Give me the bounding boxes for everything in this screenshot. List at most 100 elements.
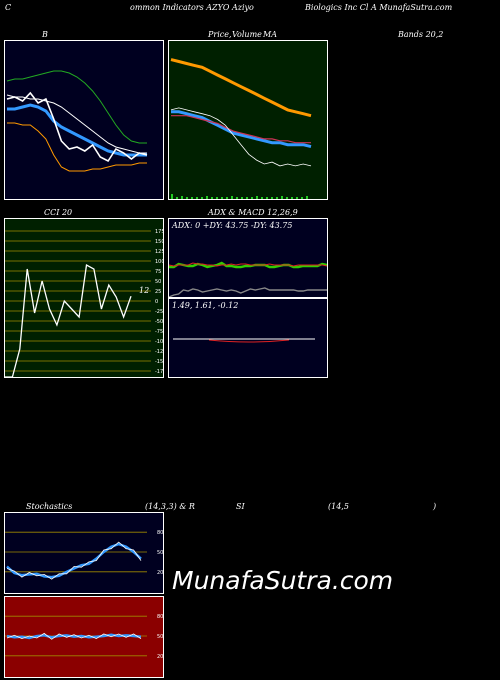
volume-bar <box>266 197 268 199</box>
volume-bar <box>171 194 173 199</box>
stoch-tick-label: 20 <box>157 570 163 576</box>
price-title: Price, <box>208 30 232 39</box>
adx-plus-line <box>169 261 327 269</box>
cci-chart: 175 150 125 100 75 50 25 0 -25 -50 -75 -100 -125 -150… <box>5 229 163 377</box>
price-ma-chart <box>170 58 312 199</box>
price-ma-red-line <box>171 115 311 144</box>
stoch-title: Stochastics <box>26 502 73 511</box>
cci-tick-label: 75 <box>155 269 161 275</box>
volume-bar <box>181 196 183 199</box>
stoch-signal-line <box>6 541 142 580</box>
volume-bar <box>261 197 263 199</box>
volume-bar <box>231 196 233 199</box>
volume-bar <box>236 197 238 199</box>
volume-bar <box>256 196 258 199</box>
cci-tick-label: 175 <box>155 229 163 235</box>
rsi-signal-line <box>6 632 142 640</box>
bollinger-upper-band <box>6 70 147 144</box>
cci-tick-label: 50 <box>155 279 161 285</box>
rsi-tick-label: 50 <box>157 634 163 640</box>
adx-panel: ADX: 0 +DY: 43.75 -DY: 43.75 <box>168 218 328 298</box>
rsi-panel: 80 50 20 <box>4 596 164 678</box>
cci-tick-label: 0 <box>155 299 158 305</box>
volume-bar <box>296 197 298 199</box>
ma-title: MA <box>263 30 277 39</box>
stoch-tick-label: 80 <box>157 530 163 536</box>
stoch-params: (14,3,3) & R <box>145 502 195 511</box>
adx-values: ADX: 0 +DY: 43.75 -DY: 43.75 <box>172 221 293 230</box>
bollinger-lower-band <box>7 122 147 172</box>
volume-bar <box>226 197 228 199</box>
adx-minus-line <box>169 262 327 267</box>
macd-chart <box>173 338 315 343</box>
volume-title: Volume <box>232 30 262 39</box>
adx-chart <box>169 261 327 297</box>
cci-tick-label: 150 <box>155 239 163 245</box>
volume-bar <box>286 197 288 199</box>
header-right: Biologics Inc Cl A MunafaSutra.com <box>305 3 453 12</box>
rsi-tick-label: 80 <box>157 614 163 620</box>
volume-bar <box>216 197 218 199</box>
bollinger-price-line <box>6 91 148 163</box>
price-ma-blue-line <box>171 110 312 149</box>
bollinger-ma-line <box>6 94 147 154</box>
watermark: MunafaSutra.com <box>172 566 394 595</box>
volume-bar <box>206 196 208 199</box>
macd-panel: 1.49, 1.61, -0.12 <box>168 298 328 378</box>
bands-title: Bands 20,2 <box>398 30 444 39</box>
rsi-chart: 80 50 20 <box>5 614 163 660</box>
volume-bar <box>251 197 253 199</box>
volume-bar <box>276 197 278 199</box>
bollinger-title: B <box>42 30 48 39</box>
cci-tick-label: -125 <box>155 349 163 355</box>
si-title: SI <box>236 502 245 511</box>
stoch-chart: 80 50 20 <box>5 530 163 580</box>
cci-tick-label: -25 <box>155 309 163 315</box>
macd-values: 1.49, 1.61, -0.12 <box>172 301 239 310</box>
rsi-line <box>6 633 142 640</box>
cci-tick-label: -75 <box>155 329 163 335</box>
cci-last-value: 12 <box>139 286 150 295</box>
cci-tick-label: -50 <box>155 319 163 325</box>
volume-bar <box>196 197 198 199</box>
bollinger-mid-line <box>7 103 147 157</box>
volume-bar <box>191 197 193 199</box>
stoch-tick-label: 50 <box>157 550 163 556</box>
cci-tick-label: -150 <box>155 359 163 365</box>
volume-bar <box>201 197 203 199</box>
macd-signal-line <box>208 339 290 343</box>
volume-bar <box>221 197 223 199</box>
header-center: ommon Indicators AZYO Aziyo <box>130 3 254 12</box>
adx-line <box>169 287 327 297</box>
adx-title: ADX & MACD 12,26,9 <box>208 208 298 217</box>
rsi-tick-label: 20 <box>157 654 163 660</box>
cci-tick-label: -175 <box>155 369 163 375</box>
cci-tick-label: 125 <box>155 249 163 255</box>
price-ma-panel <box>168 40 328 200</box>
price-ma-price-line <box>170 107 312 167</box>
bollinger-panel <box>4 40 164 200</box>
close-paren: ) <box>433 502 437 511</box>
cci-title: CCI 20 <box>44 208 73 217</box>
cci-tick-label: -100 <box>155 339 163 345</box>
cci-panel: 175 150 125 100 75 50 25 0 -25 -50 -75 -100 -125 -150… <box>4 218 164 378</box>
volume-bar <box>211 197 213 199</box>
price-ma-orange-line <box>170 58 312 118</box>
volume-bar <box>291 197 293 199</box>
cci-tick-label: 25 <box>155 289 161 295</box>
volume-bar <box>241 197 243 199</box>
volume-bar <box>246 197 248 199</box>
cci-tick-label: 100 <box>155 259 163 265</box>
volume-bar <box>301 197 303 199</box>
header-left: C <box>5 3 12 12</box>
stoch-line <box>6 542 142 579</box>
cci-line <box>5 263 132 377</box>
bollinger-chart <box>6 70 148 172</box>
rsi-params: (14,5 <box>328 502 349 511</box>
volume-bar <box>271 197 273 199</box>
volume-bar <box>176 197 178 199</box>
volume-bar <box>186 197 188 199</box>
stoch-panel: 80 50 20 <box>4 512 164 594</box>
volume-bar <box>281 196 283 199</box>
volume-bar <box>306 196 308 199</box>
